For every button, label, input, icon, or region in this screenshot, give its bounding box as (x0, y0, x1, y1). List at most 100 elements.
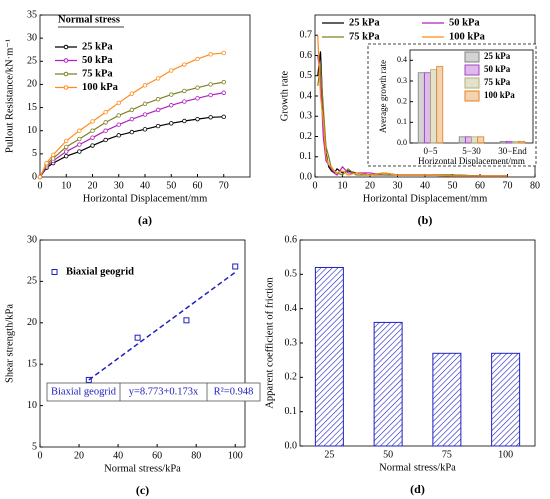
panel-label: (c) (136, 483, 149, 497)
legend-label: 25 kPa (82, 41, 113, 52)
x-tick-label: 40 (113, 450, 123, 461)
y-tick-label: 0.3 (285, 337, 298, 348)
y-tick-label: 5 (32, 441, 37, 452)
bar (518, 140, 526, 144)
point (155, 107, 161, 113)
point (134, 334, 141, 341)
x-tick-label: 10 (61, 180, 71, 191)
point (182, 118, 187, 124)
y-tick-label: 0.6 (285, 234, 298, 245)
point (142, 83, 148, 88)
bar (512, 140, 520, 144)
x-axis-label: Horizontal Displacement/mm (363, 193, 488, 204)
y-tick-label: 0.4 (300, 90, 313, 101)
point (90, 119, 95, 124)
x-tick-label: 20 (365, 180, 375, 191)
point (103, 137, 108, 143)
x-tick-label: 60 (193, 180, 203, 191)
panel-label: (a) (138, 213, 152, 227)
point (221, 50, 226, 56)
bar (417, 72, 425, 144)
point (77, 128, 82, 133)
bar (423, 72, 431, 144)
point (183, 317, 190, 324)
bar (505, 140, 513, 144)
point (103, 120, 108, 125)
y-tick-label: 0.1 (300, 151, 313, 162)
x-tick-label: 0 (313, 180, 318, 191)
bar (373, 321, 403, 447)
point (142, 127, 148, 132)
bar (464, 136, 472, 144)
x-axis-label: Horizontal Displacement/mm (418, 156, 525, 166)
x-tick-label: 60 (152, 450, 162, 461)
point (64, 153, 69, 159)
legend-swatch (464, 90, 480, 102)
panel-label: (b) (418, 213, 433, 227)
legend-label: 75 kPa (349, 31, 380, 42)
x-tick-label: 20 (88, 180, 98, 191)
series-line (39, 92, 224, 178)
y-tick-label: 0.5 (300, 70, 313, 81)
x-tick-label: 70 (503, 180, 513, 191)
point (232, 263, 239, 270)
point (155, 76, 161, 81)
plot-frame (39, 239, 246, 448)
x-tick-label: 80 (530, 180, 540, 191)
series-line (317, 35, 508, 177)
y-tick-label: 0 (32, 171, 37, 182)
y-axis-label: Shear strength/kPa (4, 304, 15, 383)
point (208, 52, 213, 57)
y-axis-label: Apparent coefficient of friction (264, 277, 275, 409)
x-tick-label: 100 (228, 450, 243, 461)
point (90, 143, 95, 148)
y-tick-label: 0.2 (300, 131, 313, 142)
x-tick-label: 50 (383, 449, 393, 460)
y-tick-label: 0.1 (397, 117, 407, 126)
x-tick-label: 0 (38, 450, 43, 461)
x-tick-label: 20 (74, 450, 84, 461)
point (221, 79, 226, 85)
legend-marker (63, 85, 69, 90)
point (116, 113, 121, 118)
legend-marker (63, 44, 69, 50)
point (221, 114, 226, 120)
point (169, 68, 174, 73)
legend-label: 100 kPa (82, 82, 119, 93)
bar (432, 352, 462, 447)
x-tick-label: 10 (338, 180, 348, 191)
x-tick-label: 100 (498, 449, 513, 460)
y-tick-label: 0.4 (285, 303, 298, 314)
bar (314, 266, 344, 447)
legend-label: 100 kPa (484, 90, 515, 100)
x-tick-label: 0−5 (423, 146, 438, 156)
y-tick-label: 0.7 (300, 30, 313, 41)
bar (471, 136, 479, 144)
legend-marker (51, 269, 58, 275)
point (182, 99, 187, 104)
point (116, 133, 121, 138)
y-tick-label: 10 (27, 400, 37, 411)
legend-label: 50 kPa (449, 17, 480, 28)
point (208, 115, 213, 120)
point (116, 100, 121, 106)
y-tick-label: 0.0 (300, 171, 313, 182)
point (44, 160, 49, 166)
x-tick-label: 30−End (498, 146, 527, 156)
point (208, 92, 213, 98)
point (155, 97, 161, 102)
bar (491, 352, 521, 447)
annotation: y=8.773+0.173x (129, 386, 199, 397)
legend-label: Biaxial geogrid (66, 266, 134, 277)
panel-label: (d) (410, 482, 425, 496)
legend-swatch (464, 77, 480, 89)
point (155, 123, 161, 129)
bar (430, 69, 438, 144)
y-tick-label: 0.0 (397, 138, 407, 147)
y-tick-label: 5 (32, 148, 37, 159)
legend-label: 50 kPa (82, 55, 113, 66)
x-tick-label: 80 (191, 450, 201, 461)
x-tick-label: 30 (393, 180, 403, 191)
legend-label: 25 kPa (484, 51, 511, 61)
y-tick-label: 20 (27, 79, 37, 90)
